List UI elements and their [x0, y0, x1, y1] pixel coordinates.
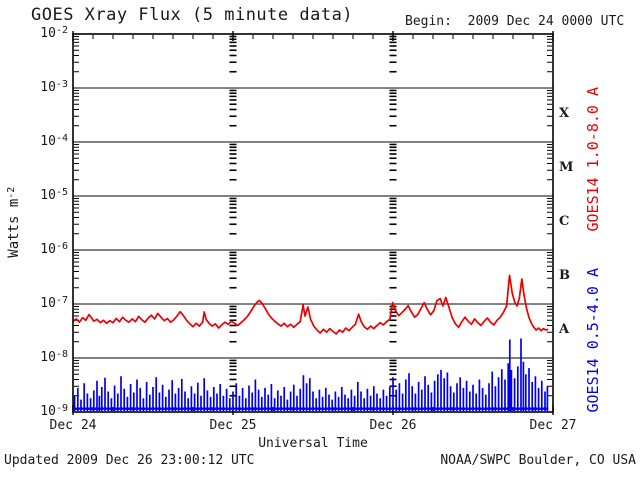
- y-tick-label: 10-7: [40, 295, 68, 311]
- flare-class-label-x: X: [559, 106, 570, 121]
- credit-label: NOAA/SWPC Boulder, CO USA: [440, 453, 636, 468]
- x-tick-label: Dec 24: [49, 418, 97, 433]
- x-axis-label: Universal Time: [258, 436, 368, 451]
- y-tick-label: 10-4: [40, 133, 68, 149]
- y-axis-label-exponent: -2: [5, 186, 17, 199]
- y-axis-label: Watts m-2: [6, 162, 22, 282]
- x-tick-label: Dec 25: [209, 418, 257, 433]
- flare-class-label-m: M: [559, 160, 574, 175]
- flare-class-label-b: B: [559, 268, 570, 283]
- y-tick-label: 10-9: [40, 403, 68, 419]
- x-tick-label: Dec 27: [529, 418, 577, 433]
- plot-frame: [72, 33, 554, 413]
- y-tick-label: 10-8: [40, 349, 68, 365]
- updated-timestamp: Updated 2009 Dec 26 23:00:12 UTC: [4, 453, 255, 468]
- short-band-series: [73, 338, 549, 411]
- y-tick-label: 10-2: [40, 25, 68, 41]
- x-tick-label: Dec 26: [369, 418, 417, 433]
- y-tick-label: 10-5: [40, 187, 68, 203]
- y-tick-label: 10-3: [40, 79, 68, 95]
- chart-title: GOES Xray Flux (5 minute data): [31, 5, 354, 25]
- y-axis-label-text: Watts m: [5, 198, 22, 258]
- y-tick-label: 10-6: [40, 241, 68, 257]
- flare-class-label-a: A: [559, 322, 570, 337]
- begin-time-label: Begin: 2009 Dec 24 0000 UTC: [405, 14, 625, 29]
- long-band-series: [72, 274, 549, 335]
- flare-class-label-c: C: [559, 214, 570, 229]
